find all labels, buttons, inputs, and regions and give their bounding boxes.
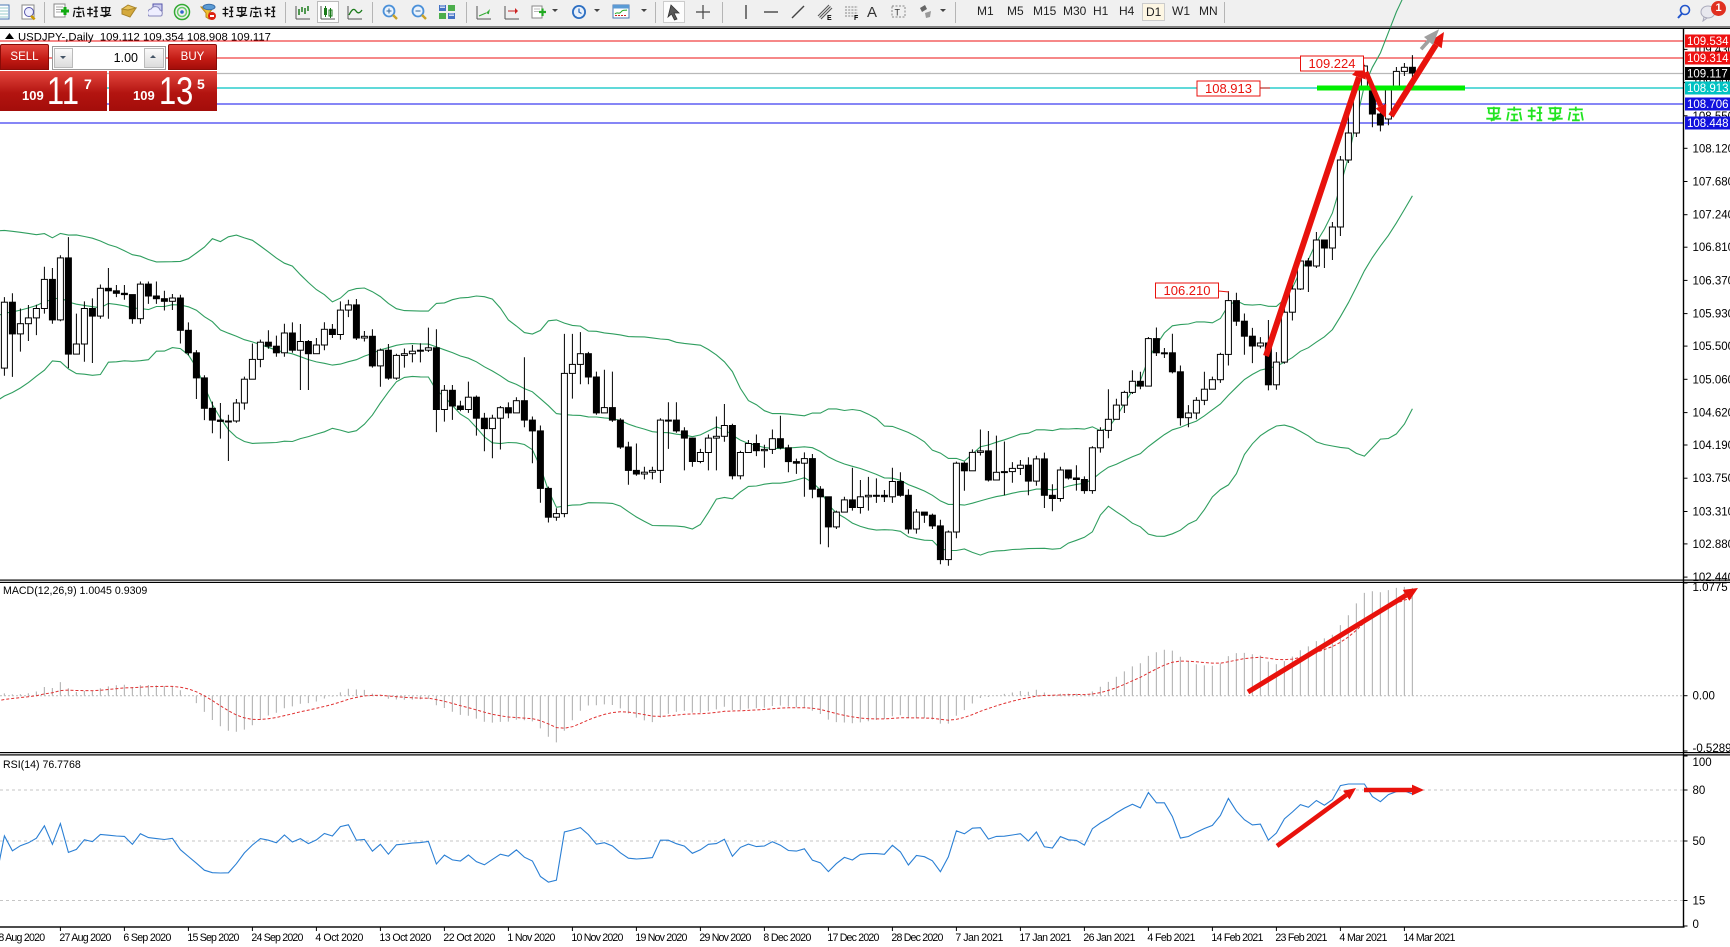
svg-text:104.620: 104.620 bbox=[1693, 408, 1730, 420]
svg-text:1 Nov 2020: 1 Nov 2020 bbox=[507, 932, 555, 944]
svg-text:T: T bbox=[895, 8, 901, 18]
svg-text:17 Dec 2020: 17 Dec 2020 bbox=[827, 932, 879, 944]
svg-text:108.120: 108.120 bbox=[1693, 143, 1730, 155]
svg-text:107.240: 107.240 bbox=[1693, 210, 1730, 222]
svg-text:109.224: 109.224 bbox=[1309, 56, 1356, 71]
svg-text:103.750: 103.750 bbox=[1693, 473, 1730, 485]
svg-text:7 Jan 2021: 7 Jan 2021 bbox=[955, 932, 1003, 944]
svg-text:14 Mar 2021: 14 Mar 2021 bbox=[1403, 932, 1455, 944]
svg-text:MACD(12,26,9) 1.0045 0.9309: MACD(12,26,9) 1.0045 0.9309 bbox=[3, 585, 147, 597]
svg-text:105.500: 105.500 bbox=[1693, 341, 1730, 353]
svg-text:100: 100 bbox=[1693, 757, 1712, 769]
svg-text:26 Jan 2021: 26 Jan 2021 bbox=[1083, 932, 1135, 944]
svg-text:102.440: 102.440 bbox=[1693, 572, 1730, 584]
svg-text:109.534: 109.534 bbox=[1687, 36, 1729, 48]
svg-text:E: E bbox=[827, 15, 832, 22]
svg-text:106.370: 106.370 bbox=[1693, 275, 1730, 287]
svg-text:29 Nov 2020: 29 Nov 2020 bbox=[699, 932, 751, 944]
svg-text:10 Nov 2020: 10 Nov 2020 bbox=[571, 932, 623, 944]
svg-text:80: 80 bbox=[1693, 785, 1706, 797]
svg-text:1.0775: 1.0775 bbox=[1693, 582, 1728, 594]
svg-text:22 Oct 2020: 22 Oct 2020 bbox=[443, 932, 495, 944]
svg-text:4 Oct 2020: 4 Oct 2020 bbox=[315, 932, 363, 944]
svg-text:17 Jan 2021: 17 Jan 2021 bbox=[1019, 932, 1071, 944]
svg-text:109.314: 109.314 bbox=[1687, 53, 1729, 65]
svg-text:F: F bbox=[854, 15, 859, 22]
svg-text:108.706: 108.706 bbox=[1687, 99, 1729, 111]
svg-text:108.448: 108.448 bbox=[1687, 118, 1729, 130]
svg-text:109.117: 109.117 bbox=[1687, 69, 1728, 81]
svg-text:15 Sep 2020: 15 Sep 2020 bbox=[187, 932, 239, 944]
svg-text:RSI(14) 76.7768: RSI(14) 76.7768 bbox=[3, 759, 81, 771]
svg-text:24 Sep 2020: 24 Sep 2020 bbox=[251, 932, 303, 944]
svg-text:13 Oct 2020: 13 Oct 2020 bbox=[379, 932, 431, 944]
svg-text:108.913: 108.913 bbox=[1687, 83, 1729, 95]
svg-text:14 Feb 2021: 14 Feb 2021 bbox=[1211, 932, 1263, 944]
svg-text:-0.5289: -0.5289 bbox=[1693, 743, 1730, 755]
svg-text:103.310: 103.310 bbox=[1693, 507, 1730, 519]
svg-text:27 Aug 2020: 27 Aug 2020 bbox=[59, 932, 111, 944]
svg-text:19 Nov 2020: 19 Nov 2020 bbox=[635, 932, 687, 944]
svg-text:50: 50 bbox=[1693, 836, 1706, 848]
svg-text:0.00: 0.00 bbox=[1693, 691, 1715, 703]
svg-text:28 Dec 2020: 28 Dec 2020 bbox=[891, 932, 943, 944]
svg-text:4 Mar 2021: 4 Mar 2021 bbox=[1339, 932, 1387, 944]
svg-text:104.190: 104.190 bbox=[1693, 440, 1730, 452]
svg-text:106.810: 106.810 bbox=[1693, 242, 1730, 254]
svg-text:USDJPY-,Daily 109.112 109.354: USDJPY-,Daily 109.112 109.354 108.908 10… bbox=[18, 32, 271, 44]
svg-text:102.880: 102.880 bbox=[1693, 539, 1730, 551]
svg-text:8 Dec 2020: 8 Dec 2020 bbox=[763, 932, 811, 944]
svg-text:107.680: 107.680 bbox=[1693, 177, 1730, 189]
svg-text:106.210: 106.210 bbox=[1164, 283, 1211, 298]
svg-text:0: 0 bbox=[1693, 919, 1699, 931]
svg-text:23 Feb 2021: 23 Feb 2021 bbox=[1275, 932, 1327, 944]
svg-text:18 Aug 2020: 18 Aug 2020 bbox=[0, 932, 45, 944]
svg-text:6 Sep 2020: 6 Sep 2020 bbox=[123, 932, 171, 944]
svg-text:4 Feb 2021: 4 Feb 2021 bbox=[1147, 932, 1195, 944]
svg-text:105.060: 105.060 bbox=[1693, 374, 1730, 386]
svg-text:108.913: 108.913 bbox=[1205, 81, 1252, 96]
svg-text:15: 15 bbox=[1693, 896, 1706, 908]
svg-text:105.930: 105.930 bbox=[1693, 309, 1730, 321]
